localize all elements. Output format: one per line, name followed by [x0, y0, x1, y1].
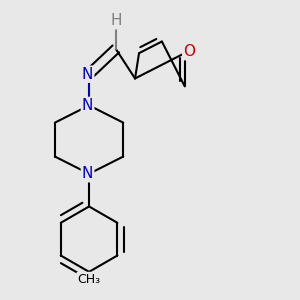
Text: O: O: [183, 44, 195, 59]
Text: N: N: [82, 98, 93, 113]
Text: H: H: [110, 13, 122, 28]
Text: CH₃: CH₃: [77, 273, 101, 286]
Text: N: N: [82, 67, 93, 82]
Text: N: N: [82, 166, 93, 181]
